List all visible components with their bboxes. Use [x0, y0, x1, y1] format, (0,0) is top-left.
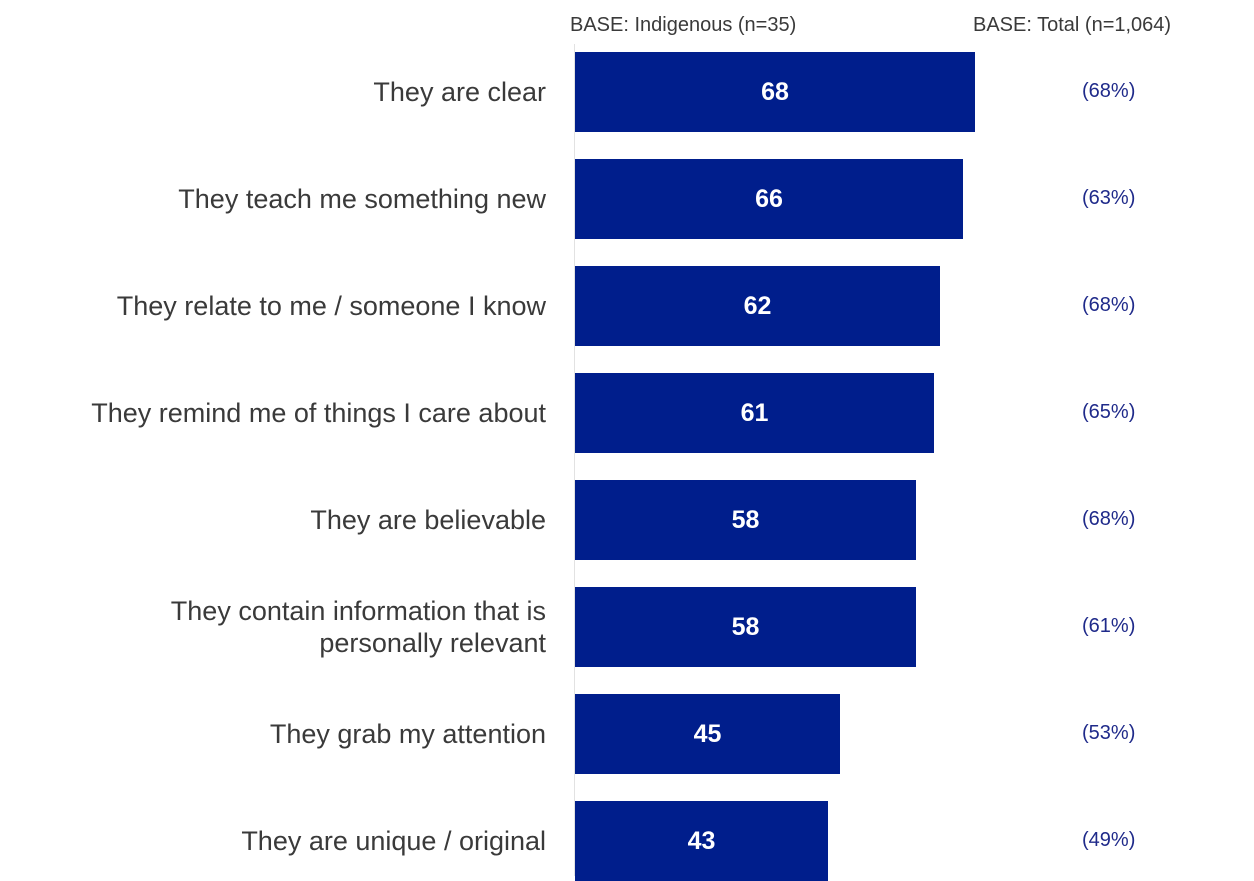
total-value-label: (68%)	[1082, 80, 1136, 102]
category-label: They grab my attention	[0, 718, 546, 750]
total-value-label: (68%)	[1082, 294, 1136, 316]
category-label-line: They teach me something new	[178, 184, 546, 214]
bar-value-label: 43	[687, 826, 716, 855]
category-label-line: They are unique / original	[241, 826, 546, 856]
bar: 45	[575, 694, 840, 774]
category-label: They remind me of things I care about	[0, 397, 546, 429]
base-total-header: BASE: Total (n=1,064)	[973, 14, 1172, 36]
bar: 61	[575, 373, 934, 453]
bar: 43	[575, 801, 828, 881]
category-label-line: They are believable	[310, 505, 546, 535]
bar-value-label: 66	[755, 184, 783, 213]
total-value-label: (53%)	[1082, 722, 1136, 744]
category-label-line: They remind me of things I care about	[91, 398, 546, 428]
category-label: They are unique / original	[0, 825, 546, 857]
axis-line	[574, 44, 575, 876]
category-label-line: They contain information that is	[170, 596, 546, 626]
category-label-line: They are clear	[373, 77, 546, 107]
total-value-label: (63%)	[1082, 187, 1136, 209]
total-value-label: (49%)	[1082, 829, 1136, 851]
category-label-line: personally relevant	[319, 628, 546, 658]
bar-value-label: 58	[731, 505, 760, 534]
category-label: They are clear	[0, 76, 546, 108]
base-indigenous-header: BASE: Indigenous (n=35)	[570, 14, 797, 36]
bar: 58	[575, 587, 916, 667]
category-label: They teach me something new	[0, 183, 546, 215]
bar: 62	[575, 266, 940, 346]
bar-value-label: 62	[743, 291, 772, 320]
bar: 58	[575, 480, 916, 560]
category-label-line: They relate to me / someone I know	[116, 291, 546, 321]
bar: 68	[575, 52, 975, 132]
bar-value-label: 61	[740, 398, 769, 427]
category-label-line: They grab my attention	[269, 719, 546, 749]
bar-value-label: 68	[761, 77, 789, 106]
bar-value-label: 45	[693, 719, 722, 748]
category-label: They are believable	[0, 504, 546, 536]
bar: 66	[575, 159, 963, 239]
category-label: They relate to me / someone I know	[0, 290, 546, 322]
total-value-label: (61%)	[1082, 615, 1136, 637]
total-value-label: (65%)	[1082, 401, 1136, 423]
bar-value-label: 58	[731, 612, 760, 641]
total-value-label: (68%)	[1082, 508, 1136, 530]
category-label: They contain information that is personal…	[0, 595, 546, 659]
